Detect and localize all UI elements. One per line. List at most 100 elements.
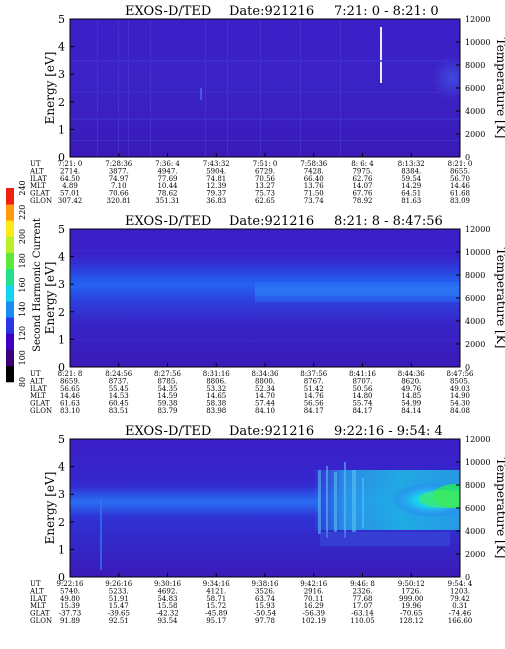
table-row-label: ILAT (30, 175, 47, 183)
table-cell: 61.68 (450, 190, 470, 198)
table-cell: 14.29 (401, 182, 421, 190)
y-right-tick-label: 8000 (465, 271, 485, 280)
y-right-tick-label: 4000 (465, 107, 485, 116)
panel-title: EXOS-D/TED (125, 424, 211, 439)
table-cell: 3526. (255, 587, 275, 595)
y-axis-label: Energy [eV] (43, 472, 57, 545)
colorbar-tick-label: 200 (18, 229, 27, 244)
y-tick-label: 1 (58, 123, 65, 136)
table-cell: 61.63 (60, 400, 80, 408)
table-cell: 2714. (60, 167, 80, 175)
table-cell: 8:44:36 (398, 370, 426, 378)
table-row-label: ALT (29, 167, 44, 175)
table-cell: 16.29 (304, 602, 324, 610)
y-right-tick-label: 0 (465, 153, 470, 162)
colorbar-swatch (6, 188, 14, 205)
table-cell: 8:24:56 (105, 370, 133, 378)
table-cell: 67.76 (352, 190, 373, 198)
table-cell: 2916. (304, 587, 324, 595)
y-tick-label: 3 (58, 488, 65, 501)
table-cell: 7428. (304, 167, 324, 175)
y-tick-label: 2 (58, 306, 65, 319)
table-cell: 14.76 (304, 392, 325, 400)
table-cell: 0.31 (452, 602, 468, 610)
table-cell: 110.05 (350, 617, 375, 625)
table-row-label: GLAT (30, 400, 50, 408)
table-cell: 56.56 (304, 400, 325, 408)
table-cell: 9:42:16 (300, 580, 328, 588)
table-cell: 8:37:56 (300, 370, 328, 378)
y-right-axis-label: Temperature [K] (494, 248, 505, 349)
table-cell: 1726. (401, 587, 421, 595)
table-cell: 83.51 (109, 407, 129, 415)
table-cell: 81.63 (401, 197, 421, 205)
table-cell: -56.39 (303, 610, 325, 618)
panel-1: EXOS-D/TED Date:921216 7:21: 0 - 8:21: 0 0 1… (29, 4, 505, 205)
table-cell: 49.03 (450, 385, 470, 393)
y-tick-label: 2 (58, 516, 65, 529)
table-cell: 13.27 (255, 182, 275, 190)
table-cell: 8:21: 8 (58, 370, 83, 378)
table-cell: 92.51 (109, 617, 129, 625)
panel-2: EXOS-D/TED Date:921216 8:21: 8 - 8:47:56 0 1… (29, 214, 505, 415)
table-cell: 14.07 (352, 182, 372, 190)
table-cell: 66.40 (304, 175, 324, 183)
table-cell: 59.54 (401, 175, 422, 183)
table-cell: 57.01 (60, 190, 80, 198)
table-row-label: ALT (29, 587, 44, 595)
table-cell: 128.12 (399, 617, 424, 625)
colorbar-swatch (6, 285, 14, 302)
table-cell: 8655. (450, 167, 470, 175)
y-tick-label: 5 (58, 13, 65, 26)
table-cell: 999.00 (399, 595, 424, 603)
table-cell: 60.45 (109, 400, 129, 408)
table-cell: 8800. (255, 377, 275, 385)
table-cell: 320.81 (107, 197, 132, 205)
table-cell: 54.99 (401, 400, 421, 408)
y-right-tick-label: 6000 (465, 504, 485, 513)
table-cell: 4.89 (62, 182, 78, 190)
table-cell: 51.91 (109, 595, 129, 603)
y-right-tick-label: 2000 (465, 130, 485, 139)
table-cell: 14.59 (157, 392, 177, 400)
colorbar-swatch (6, 349, 14, 367)
table-row-label: MLT (30, 392, 46, 400)
y-tick-label: 1 (58, 543, 65, 556)
colorbar-tick-label: 120 (18, 326, 27, 341)
y-right-tick-label: 10000 (465, 458, 490, 467)
table-cell: 8505. (450, 377, 470, 385)
table-row-label: UT (30, 160, 41, 168)
table-cell: 71.50 (304, 190, 324, 198)
table-row-label: UT (30, 370, 41, 378)
table-cell: 8737. (109, 377, 129, 385)
panel-time-range: 9:22:16 - 9:54: 4 (334, 424, 443, 439)
table-cell: 14.65 (206, 392, 226, 400)
table-cell: 93.54 (157, 617, 178, 625)
table-cell: 13.76 (304, 182, 325, 190)
table-cell: 14.85 (401, 392, 421, 400)
panel-title: EXOS-D/TED (125, 4, 211, 19)
table-row-label: MLT (30, 602, 46, 610)
table-cell: 14.80 (352, 392, 372, 400)
table-cell: 14.46 (450, 182, 471, 190)
y-tick-label: 0 (58, 151, 65, 164)
table-cell: 8:31:16 (203, 370, 231, 378)
colorbar-label: Second Harmonic Current (32, 218, 43, 352)
colorbar-tick-label: 160 (18, 277, 27, 292)
table-cell: 9:54: 4 (448, 580, 473, 588)
table-cell: 77.68 (352, 595, 372, 603)
table-cell: 55.74 (352, 400, 373, 408)
table-cell: 55.45 (109, 385, 129, 393)
y-right-tick-label: 4000 (465, 317, 485, 326)
colorbar-swatch (6, 268, 14, 286)
table-cell: 73.74 (304, 197, 325, 205)
table-cell: 84.17 (304, 407, 324, 415)
table-cell: -39.65 (108, 610, 130, 618)
y-tick-label: 3 (58, 68, 65, 81)
table-cell: 62.76 (352, 175, 373, 183)
table-cell: 64.50 (60, 175, 80, 183)
y-tick-label: 0 (58, 571, 65, 584)
panel-3: EXOS-D/TED Date:921216 9:22:16 - 9:54: 4 0 1… (29, 424, 505, 625)
table-row-label: UT (30, 580, 41, 588)
panel-time-range: 8:21: 8 - 8:47:56 (334, 214, 443, 229)
